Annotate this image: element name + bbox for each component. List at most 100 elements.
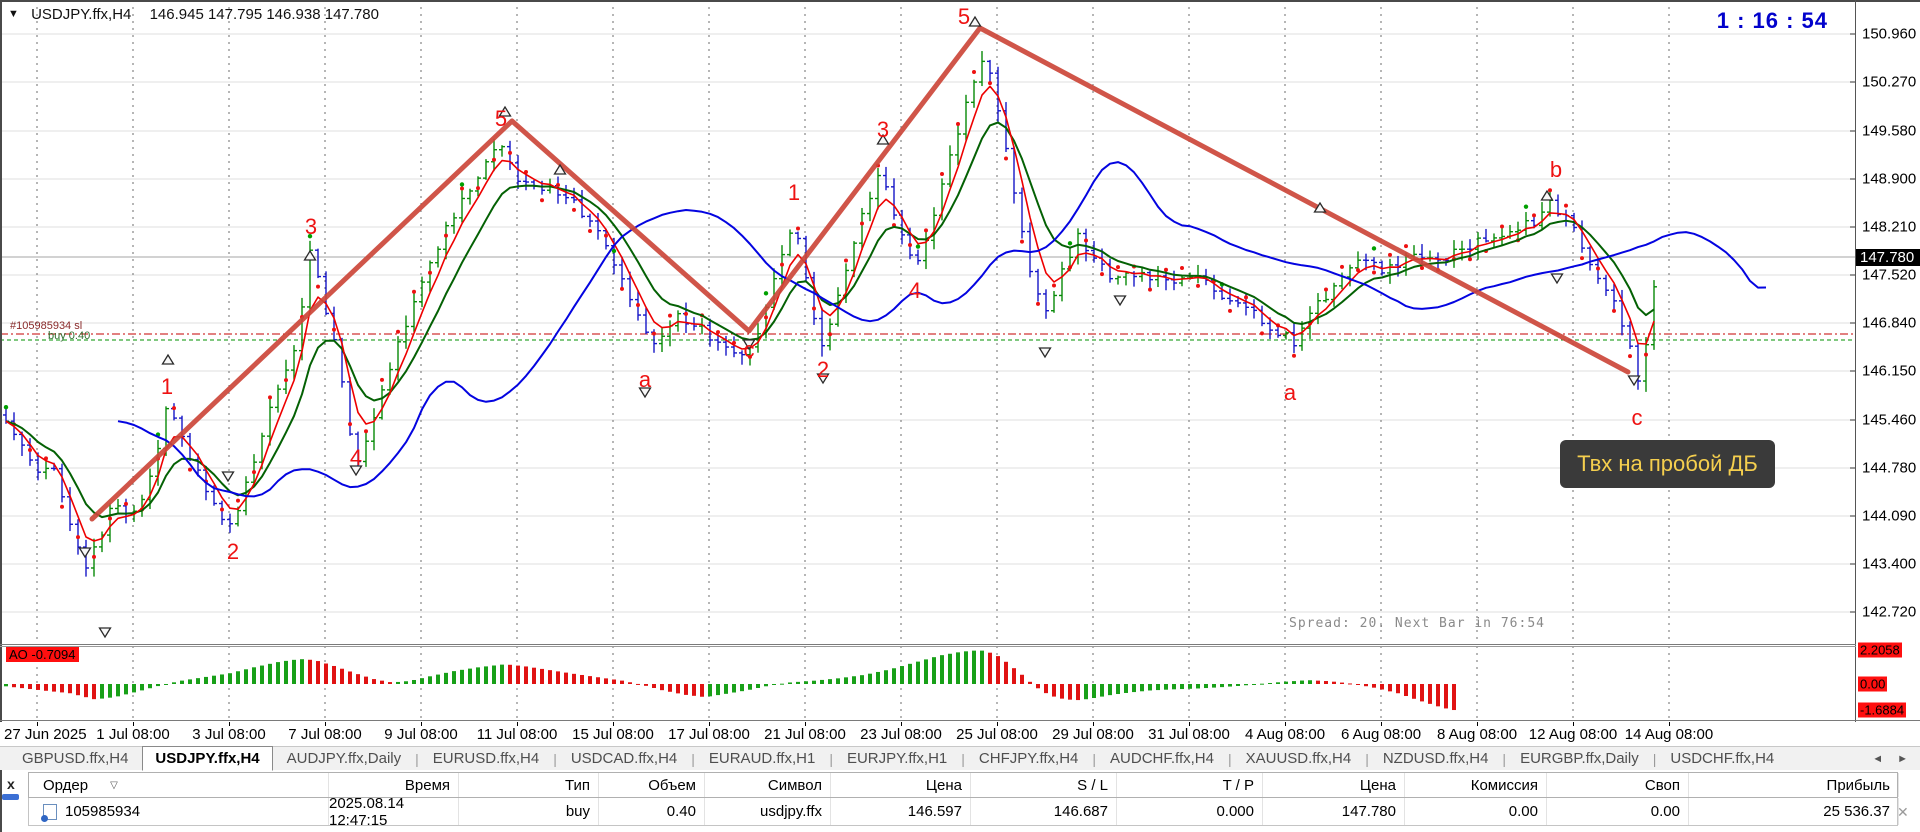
orders-header-10[interactable]: Своп xyxy=(1547,773,1689,797)
wave-label-b-13: b xyxy=(1549,157,1563,182)
tabs-scroll-left-button[interactable]: ◄ xyxy=(1872,752,1884,765)
symbol-tab-usdchf[interactable]: USDCHF.ffx,H4 xyxy=(1670,750,1775,767)
order-doc-icon xyxy=(41,803,57,822)
wave-label-3-9: 3 xyxy=(876,117,890,142)
price-axis-tick-6: 146.840 xyxy=(1862,314,1917,332)
order-row-cell-10: 0.00 xyxy=(1547,798,1689,825)
ao-top-separator xyxy=(0,644,1856,645)
vertical-gridlines xyxy=(36,0,1670,644)
order-row-cell-6: 146.687 xyxy=(971,798,1117,825)
close-position-button[interactable]: ✕ xyxy=(1897,804,1909,820)
orders-header-3[interactable]: Объем xyxy=(599,773,705,797)
time-axis-tickmark-3 xyxy=(325,722,326,726)
tab-separator: | xyxy=(829,750,833,767)
time-axis-label-12: 31 Jul 08:00 xyxy=(1148,726,1230,743)
time-axis-tickmark-8 xyxy=(805,722,806,726)
order-row-cell-1: 2025.08.14 12:47:15 xyxy=(329,795,459,829)
elliott-trendline[interactable] xyxy=(89,25,1631,522)
symbol-tab-usdjpy[interactable]: USDJPY.ffx,H4 xyxy=(142,746,273,771)
orders-header-0[interactable]: Ордер ▽ xyxy=(29,773,329,797)
ao-axis-value-0: 2.2058 xyxy=(1858,642,1902,658)
time-axis-label-16: 12 Aug 08:00 xyxy=(1528,726,1618,743)
ma-slow-blue-shifted xyxy=(117,161,1767,498)
window-top-edge xyxy=(0,0,1920,2)
chart-ohlc-values: 146.945 147.795 146.938 147.780 xyxy=(149,6,379,23)
order-buy-line-label: buy 0.40 xyxy=(48,330,91,342)
orders-header-5[interactable]: Цена xyxy=(831,773,971,797)
main-chart-canvas[interactable] xyxy=(0,0,1856,644)
orders-header-9[interactable]: Комиссия xyxy=(1405,773,1547,797)
time-axis-tickmark-5 xyxy=(517,722,518,726)
price-axis-tick-1: 150.270 xyxy=(1862,73,1917,91)
orders-panel-close-button[interactable]: x xyxy=(7,776,15,792)
symbol-tab-audjpy[interactable]: AUDJPY.ffx,Daily xyxy=(286,750,402,767)
wave-label-4-10: 4 xyxy=(908,278,922,303)
sort-direction-icon[interactable]: ▽ xyxy=(110,779,118,791)
symbol-tab-chfjpy[interactable]: CHFJPY.ffx,H4 xyxy=(978,750,1079,767)
time-axis-label-4: 9 Jul 08:00 xyxy=(384,726,458,743)
ao-bottom-separator xyxy=(0,720,1920,721)
time-axis-label-8: 21 Jul 08:00 xyxy=(764,726,846,743)
price-axis-tick-2: 149.580 xyxy=(1862,122,1917,140)
price-axis-tick-7: 146.150 xyxy=(1862,362,1917,380)
candle-countdown-timer: 1 : 16 : 54 xyxy=(1716,8,1828,33)
fractal-arrows xyxy=(78,15,1641,639)
order-row-cell-8: 147.780 xyxy=(1263,798,1405,825)
trade-note-tooltip: Твх на пробой ДБ xyxy=(1560,440,1775,488)
time-axis-tickmark-10 xyxy=(997,722,998,726)
chart-dropdown-icon[interactable]: ▼ xyxy=(8,8,19,20)
wave-label-4-3: 4 xyxy=(349,445,363,470)
time-axis-tickmark-9 xyxy=(901,722,902,726)
tab-separator: | xyxy=(1092,750,1097,767)
ma-fast-red xyxy=(5,85,1655,542)
orders-table-row[interactable]: 105985934 2025.08.14 12:47:15 buy 0.40 usdjp… xyxy=(28,795,1899,829)
orders-header-11[interactable]: Прибыль xyxy=(1689,773,1899,797)
time-axis-label-14: 6 Aug 08:00 xyxy=(1340,726,1422,743)
symbol-tab-gbpusd[interactable]: GBPUSD.ffx,H4 xyxy=(22,750,129,767)
symbol-tab-audchf[interactable]: AUDCHF.ffx,H4 xyxy=(1110,750,1214,767)
order-sl-line-label: #105985934 sl xyxy=(10,320,83,332)
price-axis-tick-10: 144.090 xyxy=(1862,507,1917,525)
time-axis-row xyxy=(0,722,1855,746)
symbol-tab-euraud[interactable]: EURAUD.ffx,H1 xyxy=(708,750,816,767)
time-axis-label-10: 25 Jul 08:00 xyxy=(956,726,1038,743)
time-axis-label-3: 7 Jul 08:00 xyxy=(288,726,362,743)
price-axis-tick-9: 144.780 xyxy=(1862,459,1917,477)
order-row-cell-3: 0.40 xyxy=(599,798,705,825)
time-axis-label-11: 29 Jul 08:00 xyxy=(1052,726,1134,743)
time-axis-label-6: 15 Jul 08:00 xyxy=(572,726,654,743)
tab-separator: | xyxy=(1502,750,1507,767)
price-axis-tick-5: 147.520 xyxy=(1862,266,1917,284)
orders-header-1[interactable]: Время xyxy=(329,773,459,797)
wave-label-1-7: 1 xyxy=(787,180,801,205)
symbol-tab-eurjpy[interactable]: EURJPY.ffx,H1 xyxy=(846,750,948,767)
price-axis-tick-8: 145.460 xyxy=(1862,411,1917,429)
symbol-tab-nzdusd[interactable]: NZDUSD.ffx,H4 xyxy=(1382,750,1489,767)
time-axis-tickmark-17 xyxy=(1669,722,1670,726)
symbol-tab-eurusd[interactable]: EURUSD.ffx,H4 xyxy=(432,750,540,767)
orders-header-2[interactable]: Тип xyxy=(459,773,599,797)
symbol-tab-usdcad[interactable]: USDCAD.ffx,H4 xyxy=(570,750,678,767)
time-axis-tickmark-4 xyxy=(421,722,422,726)
orders-header-8[interactable]: Цена xyxy=(1263,773,1405,797)
time-axis-tickmark-6 xyxy=(613,722,614,726)
wave-label-a-5: a xyxy=(638,367,652,392)
tab-separator: | xyxy=(1227,750,1232,767)
symbol-tab-eurgbp[interactable]: EURGBP.ffx,Daily xyxy=(1520,750,1639,767)
orders-header-7[interactable]: T / P xyxy=(1117,773,1263,797)
tabs-scroll-right-button[interactable]: ► xyxy=(1897,752,1908,765)
orders-header-6[interactable]: S / L xyxy=(971,773,1117,797)
ao-top-separator2 xyxy=(0,646,1856,647)
ma-medium-green xyxy=(5,121,1655,519)
wave-label-1-0: 1 xyxy=(160,374,174,399)
tab-separator: | xyxy=(415,750,419,767)
orders-header-4[interactable]: Символ xyxy=(705,773,831,797)
chart-symbol-title: USDJPY.ffx,H4 xyxy=(31,6,132,23)
time-axis-tickmark-15 xyxy=(1477,722,1478,726)
horizontal-gridlines xyxy=(0,33,1855,613)
wave-label-c-14: c xyxy=(1631,405,1643,430)
ao-indicator-canvas xyxy=(4,646,1670,720)
symbol-tab-xauusd[interactable]: XAUUSD.ffx,H4 xyxy=(1245,750,1352,767)
